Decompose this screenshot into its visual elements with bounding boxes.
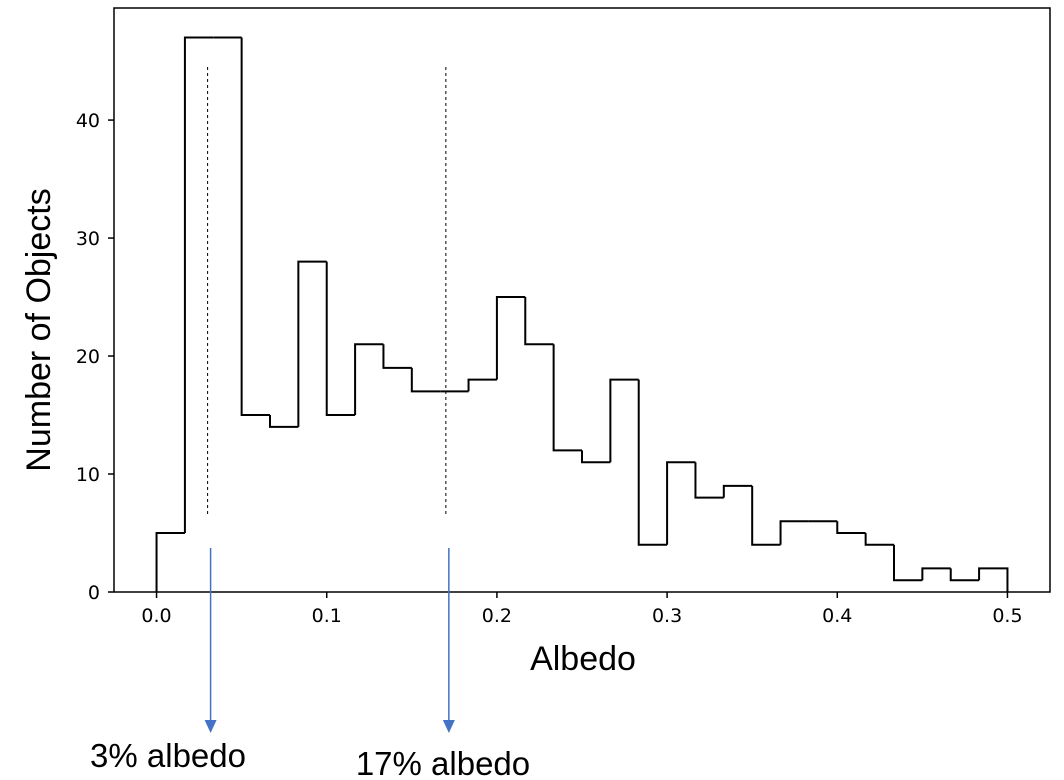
histogram-bin <box>779 520 809 545</box>
histogram-bin <box>382 344 412 369</box>
histogram <box>155 36 1009 592</box>
x-tick-label: 0.4 <box>822 605 852 627</box>
x-tick-label: 0.0 <box>141 605 171 627</box>
annotation-arrow-head <box>442 720 455 733</box>
y-axis-title: Number of Objects <box>20 188 58 471</box>
y-tick-label: 10 <box>76 464 100 486</box>
histogram-bin <box>722 484 753 498</box>
histogram-bin <box>609 378 639 463</box>
annotation-arrow-head <box>204 720 217 733</box>
y-tick-label: 30 <box>76 228 100 250</box>
y-tick-label: 20 <box>76 346 100 368</box>
histogram-bin <box>836 521 866 535</box>
histogram-bin <box>666 461 696 545</box>
histogram-bin <box>297 260 327 427</box>
plot-area <box>113 7 1051 593</box>
histogram-bin <box>552 344 582 452</box>
x-axis-ticks: 0.0 0.1 0.2 0.3 0.4 0.5 <box>141 592 1023 627</box>
histogram-bin <box>949 568 980 582</box>
histogram-bin <box>269 415 299 428</box>
y-tick-label: 0 <box>88 582 100 604</box>
histogram-bin <box>467 378 497 392</box>
histogram-bin <box>325 261 356 417</box>
histogram-bin <box>524 297 554 346</box>
histogram-bin <box>155 532 185 592</box>
histogram-bin <box>495 296 526 380</box>
x-tick-label: 0.3 <box>652 605 682 627</box>
histogram-bin <box>892 544 923 582</box>
x-tick-label: 0.1 <box>312 605 342 627</box>
x-tick-label: 0.2 <box>482 605 512 627</box>
histogram-bin <box>751 485 781 546</box>
annotation-label: 3% albedo <box>90 737 246 774</box>
plot-border <box>113 7 1051 593</box>
histogram-bin <box>637 379 668 546</box>
y-tick-label: 40 <box>76 110 100 132</box>
annotation-label: 17% albedo <box>356 745 530 780</box>
histogram-bin <box>978 567 1009 592</box>
histogram-bin <box>864 533 894 546</box>
y-axis-ticks: 0 10 20 30 40 <box>76 110 114 604</box>
histogram-bin <box>354 343 384 416</box>
histogram-bin <box>921 567 951 581</box>
reference-lines <box>207 66 447 517</box>
histogram-bin <box>581 450 611 464</box>
albedo-annotations: 3% albedo 17% albedo <box>90 548 530 780</box>
histogram-bin <box>694 462 724 499</box>
histogram-bin <box>240 37 271 417</box>
histogram-bin <box>183 36 214 534</box>
x-axis-title: Albedo <box>530 640 636 678</box>
histogram-bin <box>410 367 441 393</box>
x-tick-label: 0.5 <box>992 605 1022 627</box>
